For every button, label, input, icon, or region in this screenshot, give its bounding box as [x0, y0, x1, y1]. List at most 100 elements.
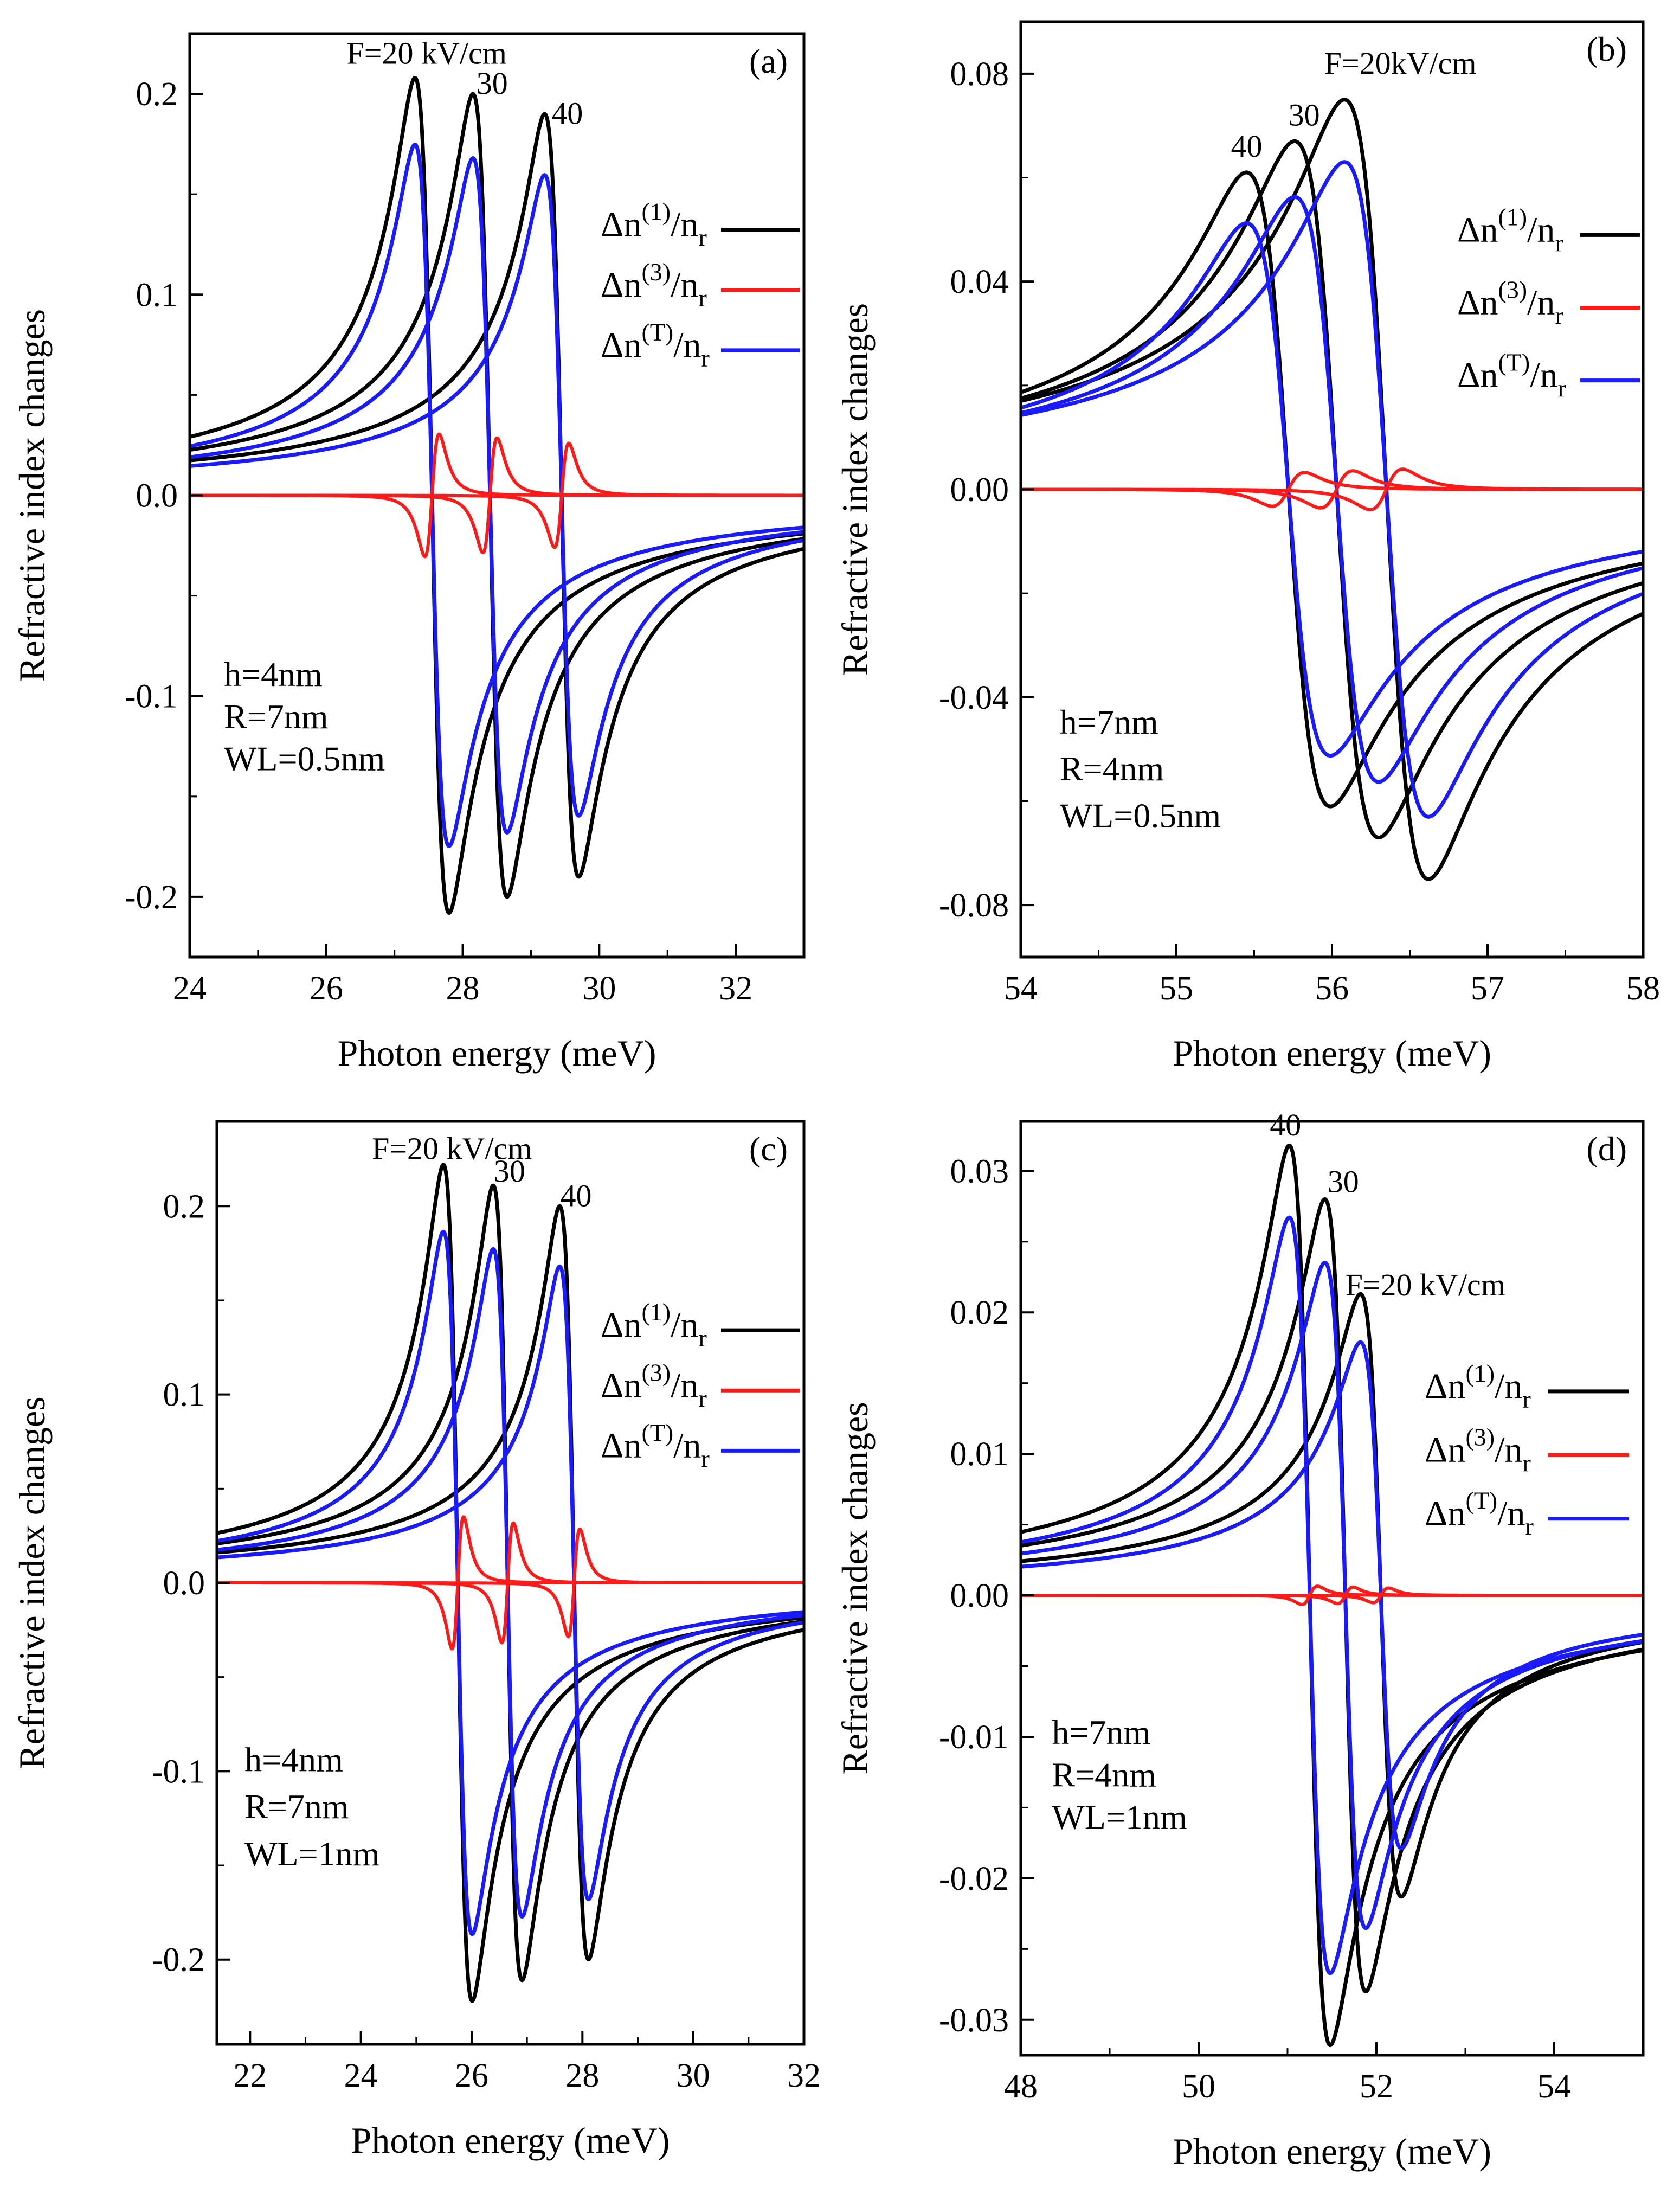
first-order-curve-d-2	[1021, 1197, 1643, 1994]
panel-label-b: (b)	[1586, 30, 1627, 68]
first-order-curve-a-3	[190, 112, 804, 879]
x-tick-label-c-3: 28	[565, 2057, 599, 2094]
x-tick-label-a-1: 26	[310, 970, 343, 1007]
total-order-curve-d-2	[1021, 1260, 1643, 1930]
legend-label-d-2: Δn(T)/nr	[1425, 1487, 1534, 1541]
y-tick-label-d-5: 0.02	[950, 1294, 1009, 1331]
param-a-0: h=4nm	[224, 655, 323, 694]
field-label-a-1: 30	[477, 66, 508, 101]
x-tick-label-c-5: 32	[787, 2057, 821, 2094]
x-tick-label-b-2: 56	[1315, 970, 1349, 1007]
legend-label-b-2: Δn(T)/nr	[1457, 349, 1566, 402]
y-tick-label-c-1: -0.1	[152, 1753, 205, 1790]
field-label-d-1: 30	[1328, 1164, 1359, 1199]
y-tick-label-a-4: 0.2	[136, 76, 178, 113]
legend-label-c-2: Δn(T)/nr	[601, 1419, 710, 1472]
param-b-0: h=7nm	[1060, 703, 1158, 741]
x-axis-title-b: Photon energy (meV)	[1173, 1032, 1491, 1074]
y-tick-label-d-0: -0.03	[939, 2002, 1009, 2039]
field-label-a-2: 40	[551, 96, 583, 131]
y-tick-label-b-3: 0.04	[950, 264, 1009, 300]
panel-label-c: (c)	[749, 1130, 788, 1168]
first-order-curve-d-1	[1021, 1292, 1643, 1899]
plot-area-b	[1021, 98, 1643, 881]
y-tick-label-a-0: -0.2	[125, 879, 178, 916]
legend-label-b-0: Δn(1)/nr	[1457, 203, 1563, 256]
x-tick-label-d-2: 52	[1360, 2068, 1393, 2105]
y-axis-title-b: Refractive index changes	[834, 303, 876, 676]
first-order-curve-c-3	[217, 1204, 804, 1962]
third-order-curve-c-3	[217, 1527, 804, 1639]
y-tick-label-d-6: 0.03	[950, 1153, 1009, 1190]
y-tick-label-b-0: -0.08	[939, 887, 1009, 924]
x-tick-label-c-0: 22	[233, 2057, 267, 2094]
legend-label-c-0: Δn(1)/nr	[601, 1298, 707, 1352]
total-order-curve-a-2	[190, 156, 804, 835]
field-label-b-0: 40	[1231, 129, 1262, 164]
y-tick-label-c-0: -0.2	[152, 1942, 205, 1979]
plot-area-a	[190, 75, 804, 915]
param-b-2: WL=0.5nm	[1060, 796, 1221, 835]
param-a-2: WL=0.5nm	[224, 740, 385, 778]
legend-label-a-1: Δn(3)/nr	[601, 258, 707, 312]
y-tick-label-d-2: -0.01	[939, 1719, 1009, 1756]
field-label-d-2: F=20 kV/cm	[1346, 1267, 1505, 1303]
legend-label-c-1: Δn(3)/nr	[601, 1358, 707, 1412]
first-order-curve-a-2	[190, 92, 804, 899]
y-axis-title-c: Refractive index changes	[11, 1396, 53, 1769]
param-c-1: R=7nm	[244, 1787, 349, 1826]
param-b-1: R=4nm	[1060, 749, 1164, 788]
panel-a: 24 26 28 30 32 -0.2 -0.1 0.0 0.1 0.2 Photon energy…	[11, 32, 806, 1074]
panel-label-d: (d)	[1586, 1130, 1627, 1168]
first-order-curve-b-3	[1021, 170, 1643, 809]
y-tick-label-a-2: 0.0	[136, 478, 178, 515]
total-order-curve-d-3	[1021, 1215, 1643, 1975]
panel-c: 22 24 26 28 30 32 -0.2 -0.1 0.0 0.1 0.2 Photon ener…	[11, 1120, 821, 2161]
param-d-1: R=4nm	[1052, 1755, 1156, 1794]
y-tick-label-a-1: -0.1	[125, 678, 178, 715]
y-tick-label-b-4: 0.08	[950, 56, 1009, 93]
field-label-b-1: 30	[1289, 98, 1320, 133]
param-a-1: R=7nm	[224, 697, 329, 736]
x-tick-label-c-4: 30	[677, 2057, 710, 2094]
total-order-curve-a-1	[190, 143, 804, 848]
x-tick-label-a-4: 32	[719, 970, 752, 1007]
first-order-curve-d-3	[1021, 1143, 1643, 2048]
total-order-curve-b-3	[1021, 221, 1643, 758]
x-tick-label-a-2: 28	[446, 970, 480, 1007]
param-c-0: h=4nm	[244, 1740, 343, 1779]
y-axis-title-a: Refractive index changes	[11, 309, 53, 682]
legend-label-d-0: Δn(1)/nr	[1425, 1359, 1531, 1413]
field-label-c-1: 30	[494, 1153, 525, 1189]
x-tick-label-c-2: 26	[455, 2057, 488, 2094]
x-tick-label-a-0: 24	[173, 970, 207, 1007]
plot-area-d	[1021, 1143, 1643, 2048]
x-tick-label-b-3: 57	[1471, 970, 1504, 1007]
y-tick-label-b-2: 0.00	[950, 472, 1009, 509]
field-label-d-0: 40	[1270, 1107, 1301, 1143]
third-order-curve-d-3	[1021, 1584, 1643, 1606]
panel-d: 48 50 52 54 -0.03 -0.02 -0.01 0.00 0.01 0.02 0.03 P…	[834, 1107, 1645, 2172]
x-tick-label-b-4: 58	[1626, 970, 1660, 1007]
total-order-curve-c-3	[217, 1265, 804, 1901]
legend-label-b-1: Δn(3)/nr	[1457, 276, 1563, 330]
x-tick-label-d-3: 54	[1537, 2068, 1571, 2105]
y-tick-label-c-4: 0.2	[163, 1188, 205, 1225]
y-tick-label-d-1: -0.02	[939, 1860, 1009, 1897]
field-label-c-2: 40	[560, 1178, 591, 1213]
y-tick-label-c-3: 0.1	[163, 1377, 205, 1414]
x-tick-label-a-3: 30	[582, 970, 616, 1007]
legend-label-d-1: Δn(3)/nr	[1425, 1423, 1531, 1477]
x-axis-title-a: Photon energy (meV)	[338, 1032, 656, 1074]
legend-label-a-0: Δn(1)/nr	[601, 198, 707, 252]
field-label-a-0: F=20 kV/cm	[347, 36, 507, 71]
plot-area-c	[217, 1163, 804, 2003]
x-axis-title-d: Photon energy (meV)	[1173, 2131, 1491, 2172]
legend-label-a-2: Δn(T)/nr	[601, 318, 710, 372]
field-label-b-2: F=20kV/cm	[1324, 46, 1477, 81]
panel-b: 54 55 56 57 58 -0.08 -0.04 0.00 0.04 0.08 Photon e…	[834, 20, 1660, 1074]
y-tick-label-b-1: -0.04	[939, 679, 1009, 716]
panel-label-a: (a)	[749, 42, 788, 80]
y-tick-label-c-2: 0.0	[163, 1565, 205, 1602]
